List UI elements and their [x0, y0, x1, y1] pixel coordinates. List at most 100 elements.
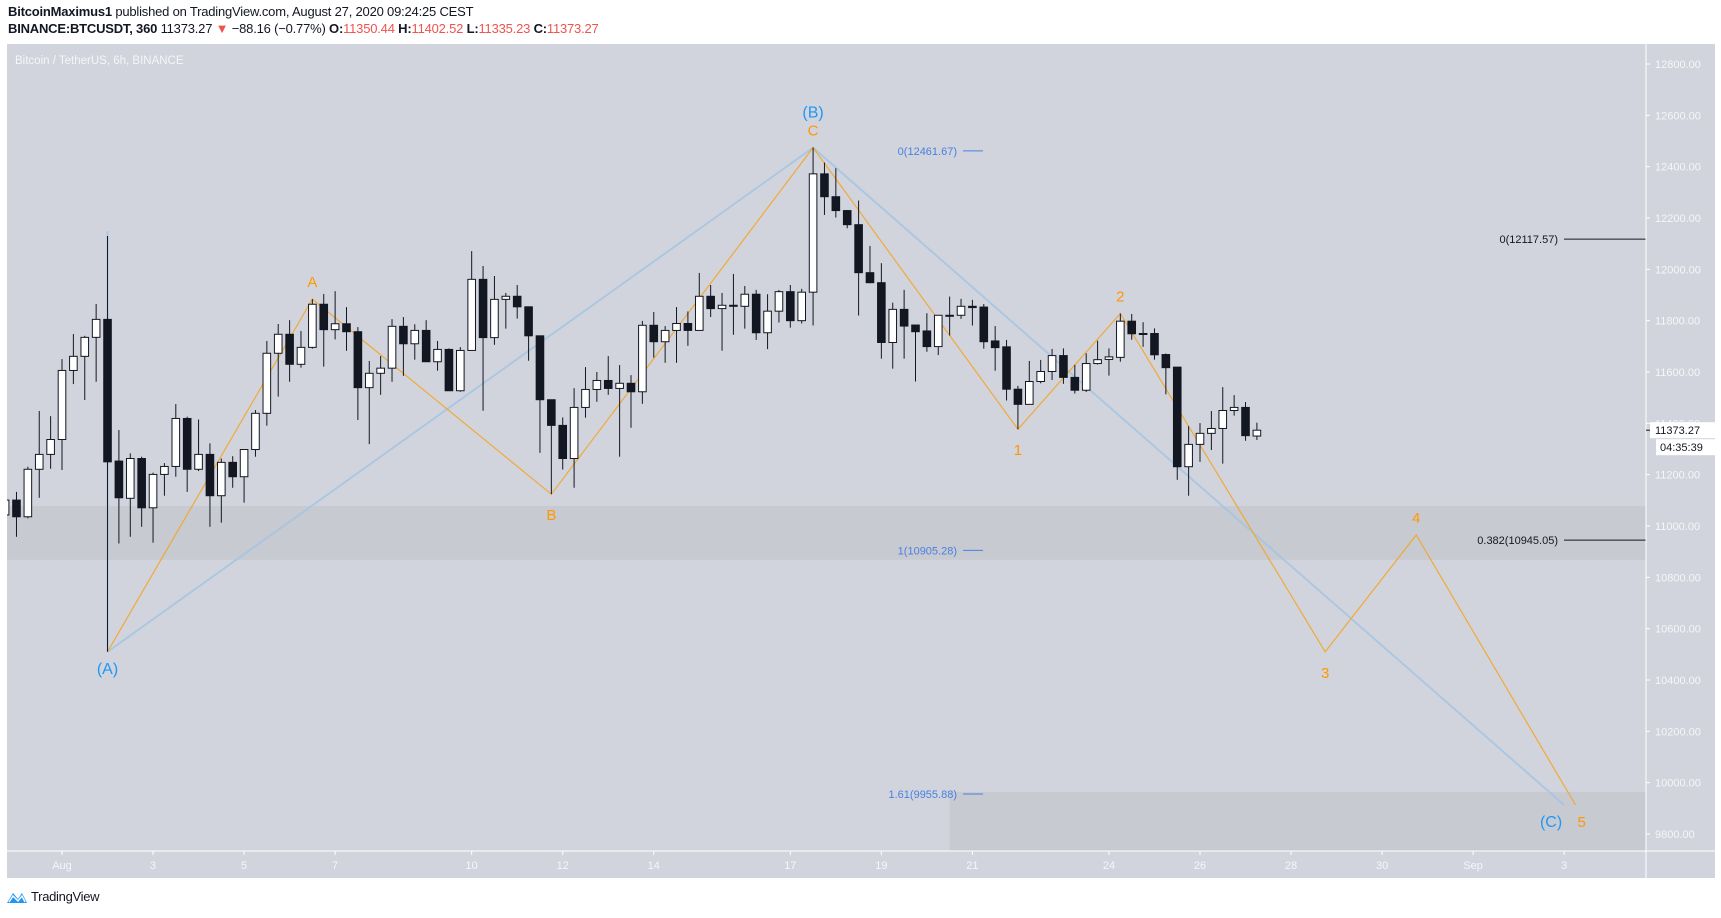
candle-down	[626, 375, 636, 428]
time-axis[interactable]: Aug 3 5 7 10 12 14 17 19 21 24 26 28 30 Sep 3	[52, 851, 1567, 872]
wave-minor-label: 4	[1412, 510, 1420, 527]
candle-body	[1184, 443, 1193, 468]
time-tick-label: Sep	[1463, 860, 1483, 872]
candle-down	[558, 417, 568, 470]
candle-up	[1195, 423, 1205, 462]
candle-body	[478, 278, 488, 339]
candle-down	[12, 491, 21, 537]
candle-up	[888, 302, 898, 369]
candle-down	[319, 293, 329, 367]
candle-body	[421, 329, 431, 363]
candle-up	[1025, 360, 1034, 405]
candle-up	[217, 458, 226, 523]
candle-down	[831, 168, 841, 218]
candle-up	[387, 319, 397, 382]
wave-major-label: (C)	[1540, 814, 1562, 831]
time-tick-label: 26	[1194, 860, 1206, 872]
close-value: 11373.27	[546, 21, 599, 36]
time-tick-label: 24	[1103, 860, 1115, 872]
candle-body	[786, 291, 795, 322]
candle-body	[535, 335, 545, 401]
candle-body	[80, 336, 90, 357]
candle-body	[979, 306, 989, 343]
candle-body	[262, 352, 272, 414]
publish-info: BitcoinMaximus1 published on TradingView…	[8, 4, 474, 19]
candle-body	[69, 355, 78, 371]
candle-body	[911, 324, 920, 333]
candle-up	[194, 419, 203, 472]
candle-up	[273, 324, 283, 397]
candle-down	[182, 416, 192, 492]
low-value: 11335.23	[478, 21, 531, 36]
candle-up	[296, 330, 306, 368]
candle-up	[569, 388, 579, 488]
fib-level-label: 0(12461.67)	[898, 146, 957, 158]
wave-major-label: (A)	[97, 661, 118, 678]
candle-down	[751, 289, 761, 340]
chart-background	[7, 44, 1715, 878]
publish-text: published on TradingView.com, August 27,…	[115, 4, 474, 19]
candle-up	[467, 251, 476, 351]
candle-body	[160, 465, 169, 475]
candle-body	[1116, 320, 1125, 358]
candle-body	[1002, 346, 1011, 390]
candle-body	[615, 382, 624, 389]
candle-body	[456, 349, 465, 392]
price-tick-label: 11600.00	[1655, 367, 1700, 379]
candle-body	[330, 323, 340, 331]
candle-down	[1070, 364, 1080, 394]
time-tick-label: 19	[875, 860, 887, 872]
candle-body	[774, 291, 784, 312]
candle-down	[478, 265, 488, 411]
candle-body	[547, 399, 556, 426]
down-arrow-icon: ▼	[215, 21, 229, 36]
price-tick-label: 10200.00	[1655, 726, 1701, 738]
candle-up	[46, 416, 55, 469]
candle-body	[228, 461, 237, 478]
price-tick-label: 12000.00	[1655, 264, 1701, 276]
author-name[interactable]: BitcoinMaximus1	[8, 4, 112, 19]
candle-up	[694, 272, 704, 331]
candle-body	[399, 325, 408, 345]
candle-body	[217, 461, 226, 497]
tradingview-brand[interactable]: TradingView	[6, 889, 100, 904]
candle-down	[1241, 402, 1250, 441]
candle-body	[592, 379, 602, 390]
candle-up	[148, 472, 158, 543]
candle-up	[433, 340, 442, 371]
candles-layer	[7, 147, 1262, 652]
candle-body	[672, 322, 681, 331]
candle-up	[171, 404, 181, 477]
candle-down	[524, 306, 533, 361]
candle-down	[979, 303, 989, 349]
time-tick-label: 30	[1376, 860, 1388, 872]
candle-body	[239, 449, 249, 478]
candle-down	[990, 326, 1000, 371]
last-price-label: 11373.27	[1655, 425, 1700, 437]
candle-body	[137, 458, 146, 509]
candle-down	[421, 320, 431, 363]
low-label: L:	[466, 21, 479, 36]
candle-body	[1025, 381, 1034, 405]
candle-body	[7, 499, 10, 516]
wave-minor-label: C	[808, 123, 819, 140]
candle-down	[968, 299, 977, 326]
candle-up	[490, 276, 499, 345]
candle-body	[410, 329, 420, 345]
candle-body	[57, 369, 67, 441]
candle-up	[956, 298, 966, 319]
candle-down	[899, 289, 909, 359]
candle-body	[558, 424, 568, 460]
price-axis[interactable]: 12800.00 12600.00 12400.00 12200.00 12000.00…	[1646, 59, 1715, 841]
candle-down	[205, 443, 215, 527]
candle-body	[683, 322, 693, 331]
time-tick-label: 3	[150, 860, 156, 872]
candle-body	[387, 325, 397, 369]
candle-body	[865, 272, 875, 284]
candle-body	[660, 329, 670, 343]
candle-down	[706, 284, 715, 318]
candle-body	[1207, 427, 1216, 434]
tradingview-logo-icon	[7, 892, 27, 903]
open-value: 11350.44	[343, 21, 395, 36]
